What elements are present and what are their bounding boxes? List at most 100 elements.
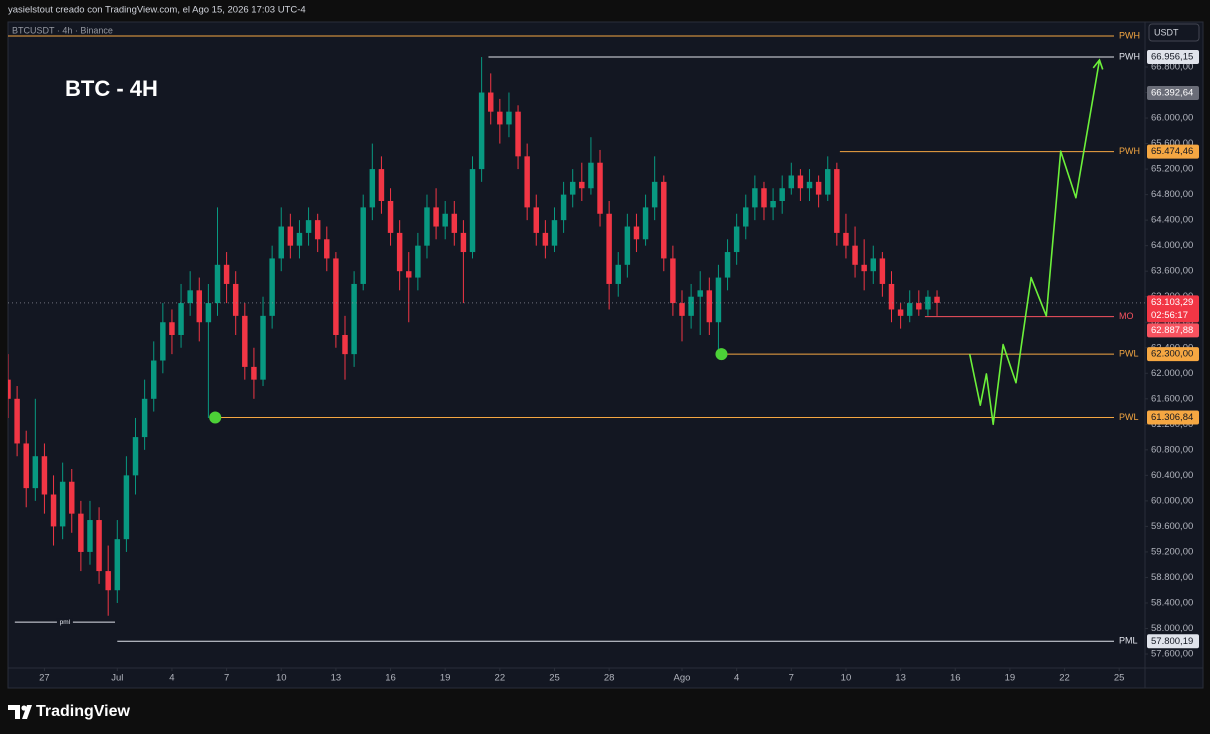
- candle-body: [478, 92, 485, 170]
- candle-body: [542, 232, 549, 246]
- candle-body: [23, 443, 29, 489]
- candle-body: [50, 494, 57, 527]
- candle-body: [69, 481, 75, 514]
- candle-body: [815, 181, 822, 195]
- candle-body: [624, 226, 631, 265]
- candle-body: [515, 111, 521, 157]
- candle-body: [305, 220, 312, 233]
- candle-body: [651, 181, 658, 208]
- price-label: 66.392,64: [1151, 88, 1193, 99]
- y-tick-label: 63.600,00: [1151, 266, 1193, 277]
- candle-body: [132, 437, 139, 476]
- countdown: 02:56:17: [1151, 310, 1188, 321]
- x-tick-label: 28: [604, 673, 615, 684]
- last-price-label: 63.103,29: [1151, 297, 1193, 308]
- candle-body: [770, 200, 776, 208]
- projection-line: [968, 59, 1101, 426]
- y-tick-label: 58.400,00: [1151, 597, 1193, 608]
- candle-body: [551, 220, 558, 246]
- x-tick-label: 22: [495, 673, 506, 684]
- candle-body: [260, 315, 266, 380]
- level-dot: [209, 411, 222, 424]
- candle-body: [743, 207, 749, 227]
- x-tick-label: Ago: [674, 673, 691, 684]
- candle-body: [41, 456, 48, 495]
- level-label: PWL: [1119, 349, 1139, 359]
- y-tick-label: 60.400,00: [1151, 470, 1193, 481]
- x-tick-label: 16: [385, 673, 396, 684]
- y-tick-label: 60.000,00: [1151, 495, 1193, 506]
- candle-body: [242, 315, 248, 367]
- candle-body: [779, 188, 785, 201]
- candle-body: [579, 181, 585, 189]
- x-tick-label: 16: [950, 673, 961, 684]
- candle-body: [187, 290, 193, 304]
- symbol-info: BTCUSDT · 4h · Binance: [12, 25, 113, 35]
- candle-body: [597, 162, 603, 214]
- currency-button[interactable]: [1148, 23, 1200, 42]
- candle-body: [387, 200, 394, 233]
- candle-body: [852, 245, 858, 265]
- candle-body: [497, 111, 503, 125]
- candle-body: [232, 283, 239, 316]
- candle-body: [160, 322, 166, 361]
- x-tick-label: 7: [789, 673, 794, 684]
- candle-body: [178, 303, 184, 335]
- y-tick-label: 64.400,00: [1151, 215, 1193, 226]
- candle-body: [588, 162, 594, 189]
- y-tick-label: 62.000,00: [1151, 368, 1193, 379]
- candle-body: [351, 283, 357, 355]
- last-price-box: [1147, 295, 1199, 323]
- candle-body: [560, 194, 567, 221]
- chart-panel: [7, 21, 1204, 689]
- y-tick-label: 59.200,00: [1151, 546, 1193, 557]
- x-tick-label: 25: [1114, 673, 1125, 684]
- candle-body: [916, 303, 922, 310]
- candle-body: [369, 169, 376, 208]
- candle-body: [897, 309, 904, 316]
- price-box: [1147, 144, 1199, 159]
- level-label: PML: [1119, 636, 1138, 646]
- candle-body: [888, 283, 895, 310]
- level-label: PWH: [1119, 51, 1140, 61]
- y-tick-label: 59.600,00: [1151, 521, 1193, 532]
- level-label: PWL: [1119, 412, 1139, 422]
- candle-body: [14, 398, 20, 444]
- candle-body: [114, 539, 121, 591]
- price-box: [1147, 634, 1199, 649]
- candle-body: [825, 169, 831, 195]
- candle-body: [123, 475, 130, 540]
- candle-body: [223, 264, 230, 284]
- x-tick-label: 22: [1059, 673, 1070, 684]
- candle-body: [424, 207, 430, 246]
- candle-body: [733, 226, 740, 253]
- projection-arrowhead: [1092, 58, 1104, 70]
- plot-area: [8, 57, 940, 616]
- candle-body: [788, 175, 795, 189]
- currency-label[interactable]: USDT: [1154, 27, 1179, 37]
- candle-body: [214, 264, 221, 304]
- price-box-label: 61.306,84: [1151, 412, 1193, 423]
- candle-body: [105, 571, 111, 591]
- candle-body: [59, 481, 66, 527]
- candle-body: [670, 258, 676, 304]
- chart-title: BTC - 4H: [65, 76, 158, 101]
- candle-body: [296, 232, 303, 246]
- x-tick-label: 27: [39, 673, 50, 684]
- y-tick-label: 58.800,00: [1151, 572, 1193, 583]
- x-tick-label: 10: [841, 673, 852, 684]
- price-box: [1147, 323, 1199, 338]
- candle-body: [569, 181, 576, 195]
- candle-body: [524, 156, 530, 208]
- candle-body: [834, 169, 840, 233]
- candle-body: [715, 277, 722, 323]
- candle-body: [487, 92, 494, 112]
- candle-body: [533, 207, 540, 233]
- candle-body: [32, 456, 39, 489]
- candle-body: [378, 169, 385, 201]
- candle-body: [342, 334, 348, 355]
- candle-body: [333, 258, 339, 335]
- candle-body: [442, 213, 448, 227]
- candle-body: [761, 188, 767, 208]
